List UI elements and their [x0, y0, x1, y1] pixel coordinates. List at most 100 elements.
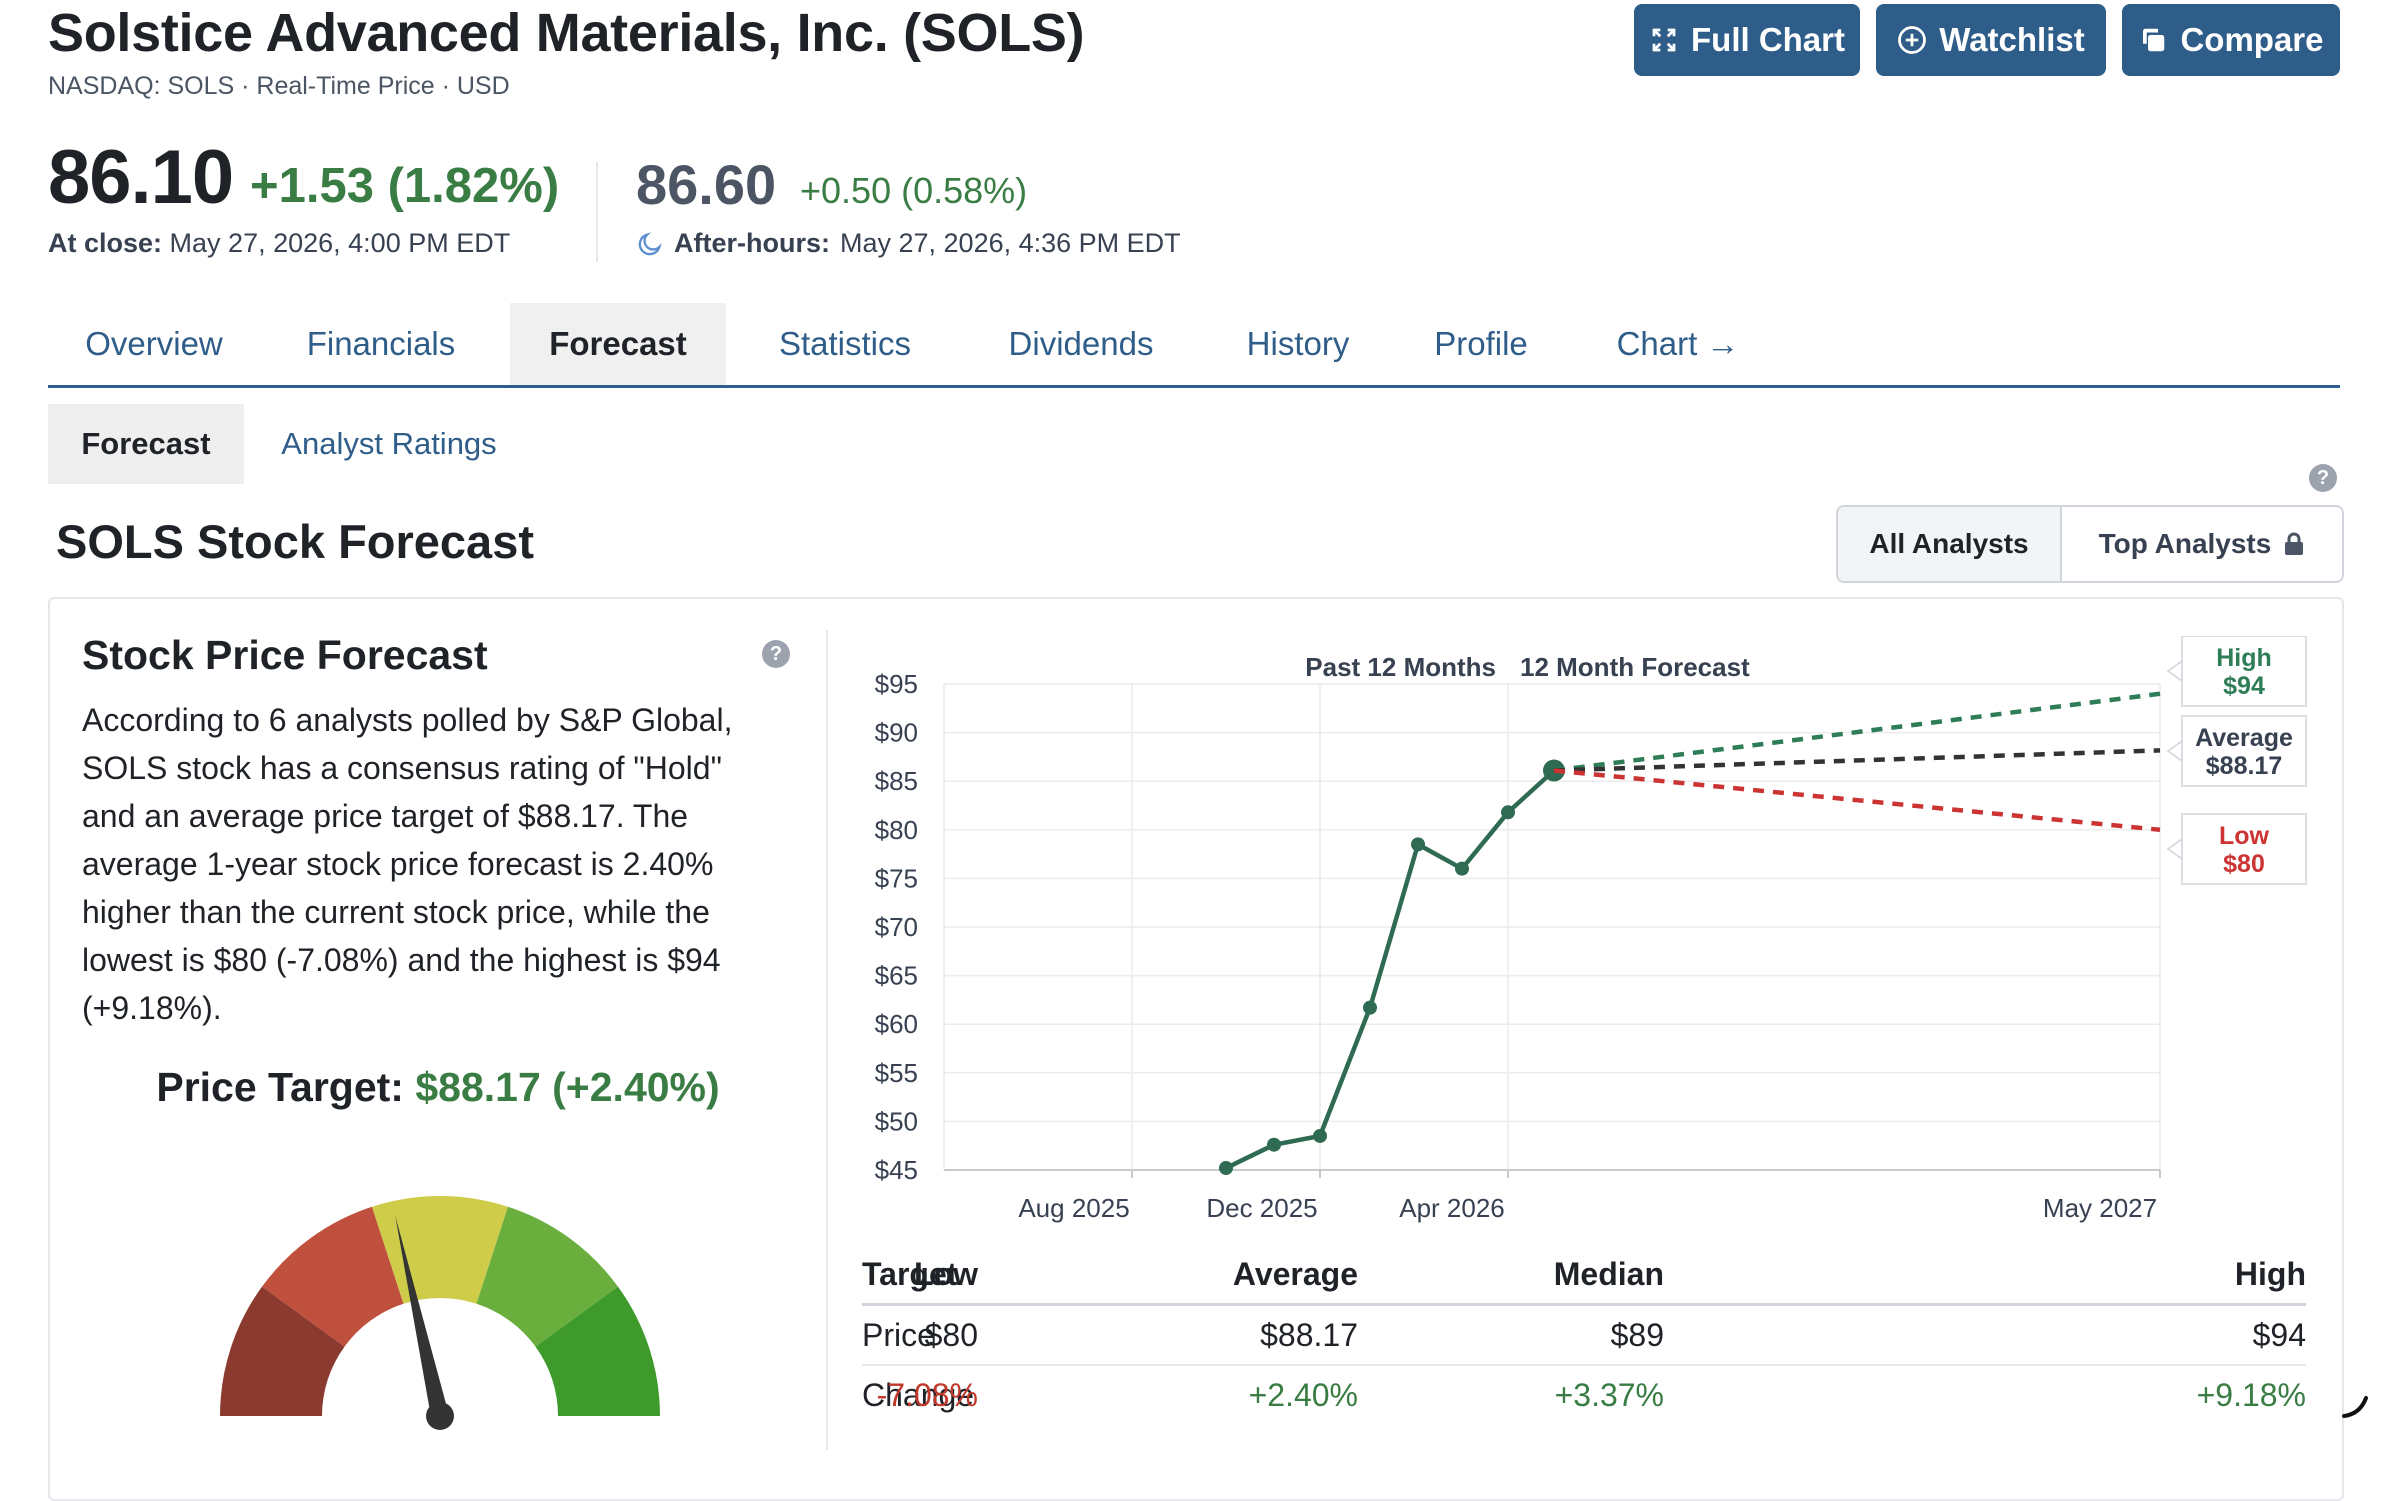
history-point — [1219, 1161, 1233, 1176]
after-hours-info: After-hours: May 27, 2026, 4:36 PM EDT — [636, 228, 1181, 259]
forecast-label-high: High$94 — [2166, 636, 2307, 707]
change-high: +9.18% — [2196, 1376, 2306, 1413]
history-point — [1313, 1128, 1327, 1143]
price-target-value: $88.17 (+2.40%) — [415, 1064, 720, 1110]
tab-forecast[interactable]: Forecast — [510, 303, 726, 385]
gauge-segment — [476, 1206, 618, 1347]
full-chart-label: Full Chart — [1691, 21, 1845, 58]
change-median: +3.37% — [1554, 1376, 1664, 1413]
label-name: Low — [2219, 822, 2270, 850]
main-tabs: Overview Financials Forecast Statistics … — [48, 303, 2340, 385]
table-header-row: Target Low Average Median High — [862, 1245, 2306, 1306]
top-analysts-label: Top Analysts — [2098, 528, 2272, 559]
y-tick-label: $55 — [875, 1058, 918, 1088]
y-tick-label: $70 — [875, 912, 918, 942]
table-row: Price $80 $88.17 $89 $94 — [862, 1306, 2306, 1366]
forecast-table: Target Low Average Median High Price $80… — [862, 1245, 2306, 1424]
gauge-segment — [220, 1286, 345, 1416]
label-box — [2181, 813, 2307, 885]
table-row: Change -7.08% +2.40% +3.37% +9.18% — [862, 1366, 2306, 1424]
price-target-label: Price Target: — [156, 1064, 404, 1110]
card-help-icon[interactable]: ? — [762, 640, 790, 668]
price-low: $80 — [924, 1316, 978, 1353]
page-title: Solstice Advanced Materials, Inc. (SOLS) — [48, 3, 1085, 63]
gauge-segment — [372, 1196, 508, 1304]
tab-chart[interactable]: Chart → — [1616, 325, 1740, 362]
y-tick-label: $45 — [875, 1155, 918, 1185]
tab-dividends[interactable]: Dividends — [1008, 325, 1154, 362]
forecast-12-month-label: 12 Month Forecast — [1520, 652, 1750, 682]
resize-handle-icon[interactable] — [2340, 1392, 2370, 1420]
tab-overview[interactable]: Overview — [85, 325, 223, 362]
after-hours-change: +0.50 (0.58%) — [800, 170, 1028, 211]
subtab-analyst-ratings[interactable]: Analyst Ratings — [281, 426, 497, 461]
change-average: +2.40% — [1248, 1376, 1358, 1413]
y-tick-label: $75 — [875, 863, 918, 893]
label-name: High — [2216, 644, 2272, 672]
price-average: $88.17 — [1260, 1316, 1358, 1353]
subtab-forecast[interactable]: Forecast — [48, 404, 244, 484]
history-point — [1501, 805, 1515, 820]
close-time: May 27, 2026, 4:00 PM EDT — [169, 228, 511, 258]
x-tick-label: May 2027 — [2043, 1193, 2157, 1223]
card-divider — [826, 630, 828, 1450]
header-average: Average — [1232, 1255, 1358, 1292]
all-analysts-option[interactable]: All Analysts — [1838, 507, 2062, 581]
tab-history[interactable]: History — [1246, 325, 1350, 362]
forecast-chart: $95 $90 $85 $80 $75 $70 $65 $60 $55 $50 $45 Aug 202… — [875, 636, 2307, 1223]
label-pointer — [2166, 659, 2183, 683]
x-tick-label: Aug 2025 — [1018, 1193, 1129, 1223]
gauge-pivot — [426, 1402, 454, 1430]
moon-icon — [638, 231, 662, 255]
row-change-label: Change — [862, 1376, 975, 1413]
y-tick-label: $85 — [875, 766, 918, 796]
forecast-paragraph: According to 6 analysts polled by S&P Gl… — [82, 702, 733, 1026]
after-hours-time: May 27, 2026, 4:36 PM EDT — [840, 228, 1181, 258]
y-tick-label: $60 — [875, 1009, 918, 1039]
stock-price-forecast-title: Stock Price Forecast — [82, 632, 488, 678]
label-box — [2181, 715, 2307, 787]
price-median: $89 — [1610, 1316, 1664, 1353]
y-tick-label: $50 — [875, 1106, 918, 1136]
label-value: $88.17 — [2206, 752, 2282, 780]
header-target: Target — [862, 1255, 958, 1292]
compare-button[interactable]: Compare — [2122, 4, 2340, 76]
label-pointer — [2166, 837, 2183, 861]
change-low: -7.08% — [876, 1376, 978, 1413]
price-divider — [596, 162, 598, 262]
x-tick-label: Apr 2026 — [1399, 1193, 1505, 1223]
full-chart-button[interactable]: Full Chart — [1634, 4, 1860, 76]
copy-icon — [2143, 28, 2165, 52]
history-point — [1363, 1000, 1377, 1015]
after-hours-label: After-hours: — [674, 228, 830, 258]
tab-financials[interactable]: Financials — [306, 325, 456, 362]
gauge-segment — [262, 1206, 404, 1347]
history-point — [1455, 861, 1469, 876]
label-name: Average — [2195, 724, 2293, 752]
tab-profile[interactable]: Profile — [1434, 325, 1528, 362]
tab-underline — [48, 385, 2340, 388]
label-box — [2181, 636, 2307, 707]
top-analysts-option[interactable]: Top Analysts — [2062, 507, 2342, 581]
y-tick-label: $65 — [875, 961, 918, 991]
close-price: 86.10 — [48, 135, 234, 220]
gauge-segment — [535, 1286, 660, 1416]
tab-statistics[interactable]: Statistics — [778, 325, 912, 362]
compare-label: Compare — [2180, 21, 2324, 58]
watchlist-button[interactable]: Watchlist — [1876, 4, 2106, 76]
history-point — [1411, 837, 1425, 852]
price-high: $94 — [2252, 1316, 2306, 1353]
plus-circle-icon — [1898, 26, 1927, 54]
exchange-subline: NASDAQ: SOLS · Real-Time Price · USD — [48, 72, 510, 100]
analyst-toggle: All Analysts Top Analysts — [1836, 505, 2344, 583]
close-label: At close: — [48, 228, 163, 258]
history-point — [1267, 1137, 1281, 1152]
row-price-label: Price — [862, 1316, 935, 1353]
forecast-label-average: Average$88.17 — [2166, 715, 2307, 787]
y-tick-label: $95 — [875, 669, 918, 699]
lock-icon — [2285, 532, 2304, 555]
section-title: SOLS Stock Forecast — [56, 515, 534, 568]
close-change: +1.53 (1.82%) — [250, 159, 560, 213]
help-icon[interactable]: ? — [2309, 464, 2337, 492]
watchlist-label: Watchlist — [1939, 21, 2085, 58]
